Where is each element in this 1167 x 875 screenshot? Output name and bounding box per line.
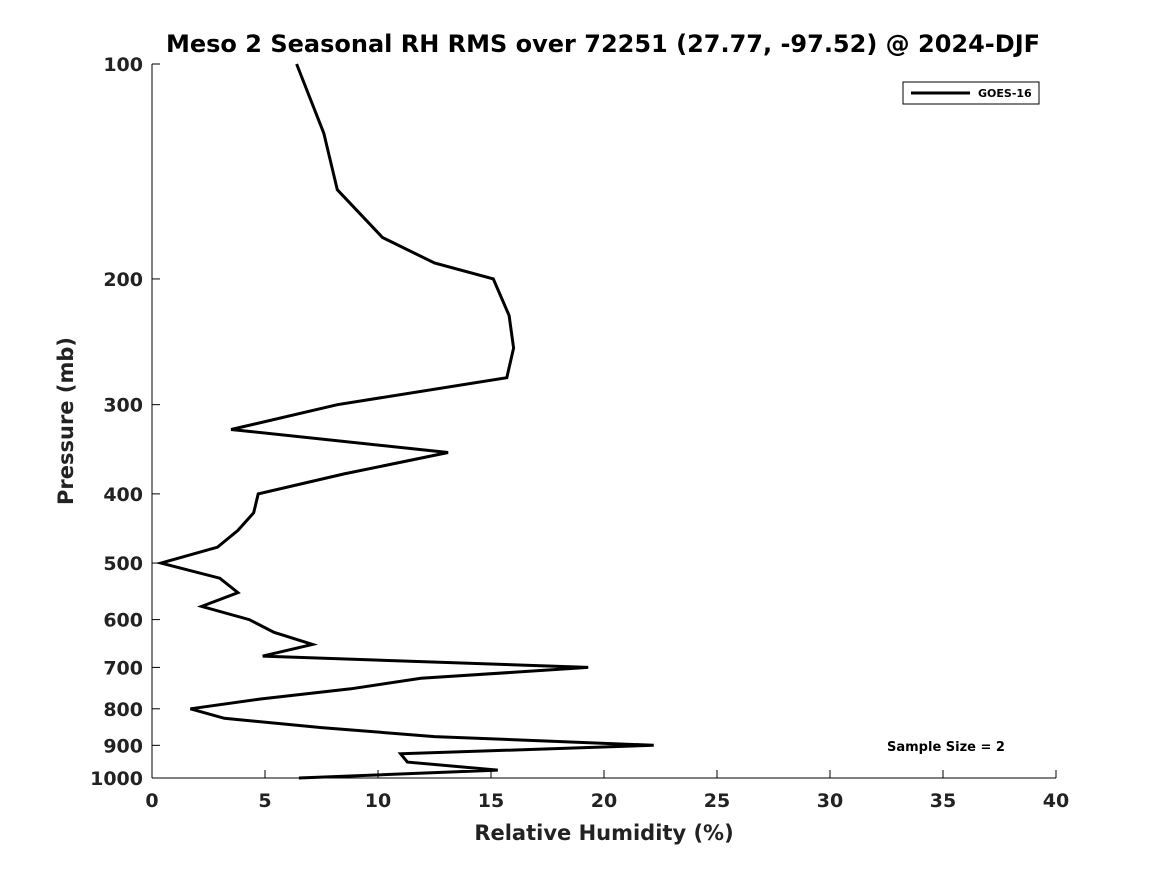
series-layer [155,63,654,780]
legend-label-goes-16: GOES-16 [978,87,1032,100]
x-tick-label: 30 [817,790,843,812]
sample-size-note: Sample Size = 2 [887,740,1005,755]
y-tick-label: 700 [103,657,143,679]
y-tick-label: 1000 [90,768,143,790]
legend-box [902,81,1040,105]
chart-title: Meso 2 Seasonal RH RMS over 72251 (27.77… [166,30,1040,58]
y-axis-ticks: 100 200 300 400 500 600 700 800 900 1000 [90,54,160,790]
series-line-goes-16 [155,63,654,780]
x-axis-ticks: 0 5 10 15 20 25 30 35 40 [145,770,1069,812]
x-tick-label: 40 [1043,790,1069,812]
x-tick-label: 35 [930,790,956,812]
x-tick-label: 25 [704,790,730,812]
x-tick-label: 5 [258,790,271,812]
legend: GOES-16 [902,81,1040,105]
x-tick-label: 20 [591,790,617,812]
y-tick-label: 400 [103,484,143,506]
x-tick-label: 15 [478,790,504,812]
y-tick-label: 800 [103,699,143,721]
y-tick-label: 300 [103,395,143,417]
y-tick-label: 100 [103,54,143,76]
x-axis-label: Relative Humidity (%) [474,821,733,845]
y-axis-label: Pressure (mb) [54,337,78,505]
y-tick-label: 900 [103,735,143,757]
y-tick-label: 600 [103,610,143,632]
y-tick-label: 500 [103,553,143,575]
x-tick-label: 10 [365,790,391,812]
x-tick-label: 0 [145,790,158,812]
y-tick-label: 200 [103,269,143,291]
